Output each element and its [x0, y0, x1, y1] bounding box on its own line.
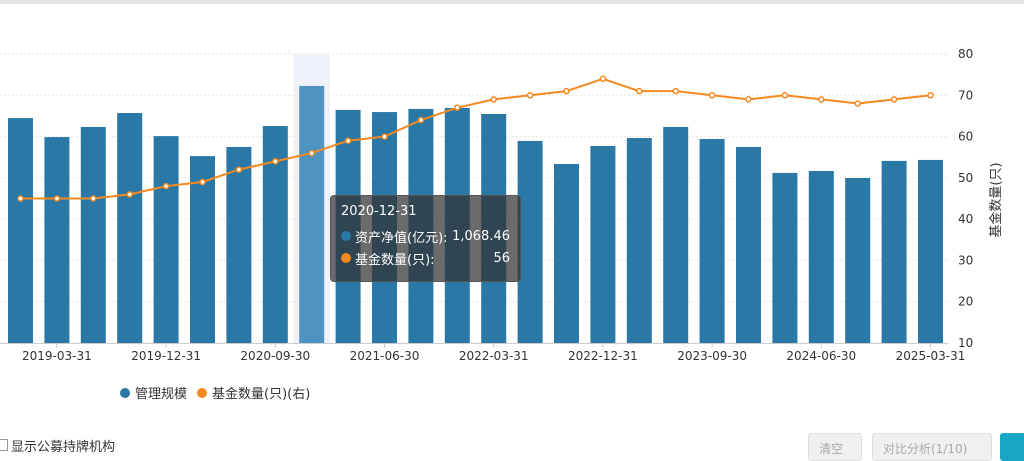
x-axis-tick-label: 2023-09-30 — [677, 349, 747, 363]
series-dot-icon — [341, 253, 351, 263]
bar — [190, 156, 215, 343]
line-point — [272, 158, 279, 165]
line-point — [526, 92, 534, 99]
tooltip-title: 2020-12-31 — [341, 204, 417, 219]
clear-button[interactable]: 清空 — [808, 433, 862, 461]
licensed-filter-checkbox[interactable]: 显示公募持牌机构 — [0, 436, 115, 455]
right-axis-title: 基金数量(只) — [988, 162, 1004, 237]
right-axis-tick-label: 30 — [958, 253, 973, 267]
bar — [736, 146, 761, 343]
bar — [80, 126, 106, 344]
line-point — [344, 137, 352, 144]
line-point — [17, 195, 24, 202]
x-axis-tick-label: 2019-12-31 — [131, 349, 201, 363]
line-point — [890, 96, 898, 103]
line-point — [672, 87, 679, 95]
bar — [590, 145, 616, 343]
line-point — [490, 96, 497, 103]
legend-dot-icon — [197, 387, 208, 398]
line-path — [20, 77, 931, 200]
bar — [918, 159, 943, 343]
checkbox-icon — [0, 439, 8, 451]
bar — [153, 136, 179, 343]
bar — [808, 171, 834, 343]
line-point — [308, 149, 315, 157]
tooltip-row-nav: 资产净值(亿元): 1,068.46 — [341, 225, 510, 247]
tooltip-value: 56 — [493, 250, 510, 266]
line-point — [563, 87, 570, 95]
line-point — [454, 104, 461, 111]
line-point — [53, 195, 61, 202]
line-point — [126, 191, 133, 198]
line-point — [599, 75, 607, 83]
tooltip-label: 基金数量(只): — [355, 252, 435, 268]
bar — [117, 113, 143, 343]
filter-label: 显示公募持牌机构 — [11, 440, 116, 455]
top-border — [0, 0, 1024, 4]
bar — [517, 140, 543, 343]
line-point — [781, 92, 789, 99]
line-point — [381, 133, 388, 140]
bar — [663, 126, 689, 344]
line-point — [854, 100, 861, 107]
right-axis-tick-label: 80 — [958, 47, 973, 61]
tooltip-row-count: 基金数量(只): 56 — [341, 247, 510, 269]
bar — [845, 177, 871, 343]
x-axis-tick-label: 2020-09-30 — [240, 349, 310, 363]
bar — [626, 138, 652, 343]
line-point — [162, 182, 170, 190]
line-point — [417, 116, 425, 124]
right-axis-tick-label: 20 — [958, 295, 973, 309]
legend-label: 管理规模 — [135, 387, 188, 402]
legend-dot-icon — [120, 387, 130, 398]
bar — [699, 139, 725, 343]
legend-item-aum[interactable]: 管理规模 — [120, 383, 187, 402]
right-axis-tick-label: 60 — [958, 130, 973, 144]
series-dot-icon — [341, 231, 351, 241]
x-axis-tick-label: 2022-12-31 — [568, 349, 638, 363]
bar — [8, 118, 33, 343]
bar — [772, 172, 798, 343]
compare-button[interactable]: 对比分析(1/10) — [872, 433, 992, 461]
line-point — [90, 195, 97, 202]
x-axis-tick-label: 2019-03-31 — [22, 349, 92, 363]
legend-label: 基金数量(只)(右) — [212, 387, 311, 402]
x-axis-tick-label: 2021-06-30 — [350, 349, 420, 363]
line-point — [745, 96, 752, 103]
line-point — [708, 92, 716, 99]
line-series — [17, 75, 934, 202]
x-axis-tick-label: 2024-06-30 — [786, 349, 856, 363]
bar — [299, 85, 325, 343]
x-axis-tick-label: 2022-03-31 — [459, 349, 529, 363]
line-point — [636, 87, 643, 95]
right-y-axis: 10 20 30 40 50 60 70 80 — [958, 47, 973, 350]
bar — [554, 164, 579, 343]
x-axis-tick-label: 2025-03-31 — [896, 349, 966, 363]
right-axis-tick-label: 70 — [958, 88, 973, 102]
action-button[interactable] — [1000, 433, 1024, 461]
right-axis-tick-label: 40 — [958, 212, 973, 226]
tooltip-value: 1,068.46 — [452, 228, 510, 244]
legend: 管理规模 基金数量(只)(右) — [120, 383, 320, 402]
line-point — [818, 96, 825, 103]
right-axis-tick-label: 10 — [958, 336, 973, 350]
bar — [881, 160, 907, 343]
line-point — [235, 166, 243, 173]
bar — [44, 137, 70, 343]
right-axis-tick-label: 50 — [958, 171, 973, 185]
bar — [226, 146, 252, 343]
line-point — [927, 92, 934, 99]
line-point — [199, 178, 206, 186]
tooltip-label: 资产净值(亿元): — [355, 230, 448, 246]
x-axis: 2019-03-31 2019-12-31 2020-09-30 2021-06-30… — [0, 343, 965, 363]
tooltip: 2020-12-31 资产净值(亿元): 1,068.46 基金数量(只): 5… — [330, 195, 521, 282]
legend-item-fund-count[interactable]: 基金数量(只)(右) — [197, 383, 310, 402]
